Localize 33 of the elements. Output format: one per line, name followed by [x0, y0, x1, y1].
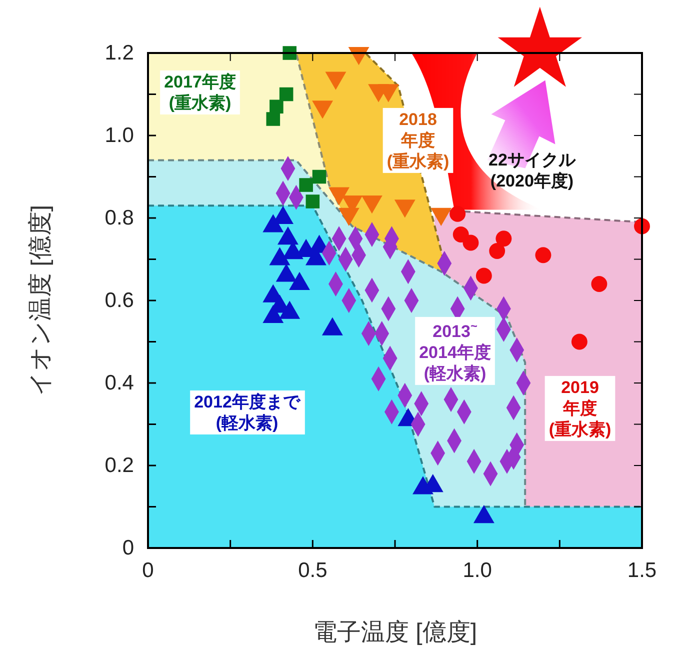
annotation: 2012年度まで (軽水素) — [194, 392, 301, 432]
y-tick-label: 0.4 — [104, 372, 134, 395]
y-tick-label: 0.6 — [104, 289, 134, 312]
x-tick-label: 1.5 — [627, 558, 657, 582]
annotation: 2013$^{~}$ 2014年度 (軽水素) — [419, 318, 491, 383]
y-axis-title: イオン温度 [億度] — [27, 204, 54, 396]
point — [489, 243, 506, 259]
x-axis-title: 電子温度 [億度] — [312, 619, 478, 646]
point — [496, 230, 512, 247]
annotation: 2019 年度 (重水素) — [548, 378, 612, 439]
y-tick-label: 1.2 — [104, 42, 134, 65]
point — [279, 87, 294, 102]
point — [571, 334, 588, 350]
point — [450, 206, 466, 222]
annotation: 2017年度 (重水素) — [164, 72, 236, 112]
y-tick-label: 0.8 — [104, 206, 134, 230]
x-tick-label: 1.0 — [462, 558, 492, 582]
point — [270, 100, 284, 114]
point — [306, 194, 320, 208]
y-tick-label: 0 — [122, 536, 134, 560]
point — [535, 247, 552, 264]
point — [266, 112, 280, 126]
y-tick-label: 0.2 — [104, 454, 134, 478]
annotation: 2018 年度 (重水素) — [386, 110, 450, 171]
point — [591, 276, 608, 292]
point — [462, 234, 479, 251]
x-tick-label: 0.5 — [298, 558, 328, 582]
point — [476, 268, 492, 284]
point — [299, 178, 313, 192]
x-tick-label: 0 — [142, 558, 154, 582]
y-tick-label: 1.0 — [104, 124, 134, 148]
point — [312, 170, 326, 184]
annotation: 22サイクル (2020年度) — [488, 150, 576, 190]
